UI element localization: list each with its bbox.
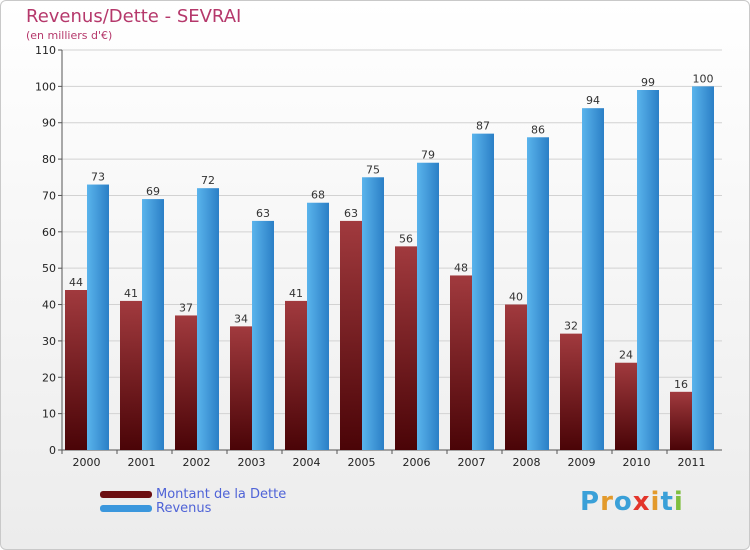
- y-tick-label: 110: [35, 44, 56, 57]
- legend-label-debt: Montant de la Dette: [156, 486, 287, 502]
- bar-debt: [65, 290, 87, 450]
- bar-revenue: [472, 133, 494, 451]
- bar-revenue: [87, 184, 109, 450]
- bar-revenue: [692, 86, 714, 450]
- y-tick-label: 90: [42, 117, 56, 130]
- bar-debt: [615, 362, 637, 450]
- x-tick-label: 2002: [183, 456, 211, 469]
- bar-debt: [560, 333, 582, 450]
- data-label-debt: 41: [289, 287, 303, 300]
- data-label-debt: 34: [234, 312, 248, 325]
- bars: [65, 86, 714, 451]
- logo-letter: o: [613, 487, 633, 517]
- x-tick-label: 2007: [458, 456, 486, 469]
- x-tick-label: 2008: [513, 456, 541, 469]
- x-tick-label: 2004: [293, 456, 321, 469]
- chart-title: Revenus/Dette - SEVRAI: [26, 6, 242, 27]
- bar-revenue: [307, 202, 329, 450]
- data-label-debt: 44: [69, 276, 83, 289]
- bar-debt: [450, 275, 472, 450]
- x-tick-label: 2006: [403, 456, 431, 469]
- y-tick-label: 20: [42, 371, 56, 384]
- labels: 0 10 20 30 40 50 60 70 80 90 100 110 44 73 2000 41 69 200…: [35, 44, 714, 469]
- data-label-revenue: 100: [693, 72, 714, 85]
- data-label-revenue: 63: [256, 207, 270, 220]
- bar-debt: [175, 315, 197, 450]
- logo-letter: i: [673, 487, 684, 517]
- bar-debt: [395, 246, 417, 450]
- bar-debt: [505, 304, 527, 450]
- data-label-revenue: 68: [311, 189, 325, 202]
- bar-debt: [120, 300, 142, 450]
- data-label-debt: 56: [399, 232, 413, 245]
- logo-letter: i: [650, 487, 661, 517]
- legend-swatch-debt: [100, 490, 152, 498]
- bar-revenue: [637, 90, 659, 450]
- data-label-revenue: 87: [476, 120, 490, 133]
- legend-label-revenue: Revenus: [156, 500, 212, 516]
- grid-lines: [58, 49, 722, 454]
- y-tick-label: 10: [42, 408, 56, 421]
- x-tick-label: 2001: [128, 456, 156, 469]
- data-label-debt: 48: [454, 261, 468, 274]
- y-tick-label: 30: [42, 335, 56, 348]
- y-tick-label: 70: [42, 189, 56, 202]
- y-tick-label: 40: [42, 299, 56, 312]
- y-tick-label: 80: [42, 153, 56, 166]
- data-label-revenue: 75: [366, 163, 380, 176]
- chart-subtitle: (en milliers d'€): [26, 29, 113, 42]
- x-tick-label: 2011: [678, 456, 706, 469]
- y-tick-label: 0: [49, 444, 56, 457]
- x-tick-label: 2009: [568, 456, 596, 469]
- bar-debt: [230, 326, 252, 450]
- bar-revenue: [142, 199, 164, 450]
- legend-item-debt: Montant de la Dette: [100, 486, 287, 502]
- data-label-revenue: 72: [201, 174, 215, 187]
- x-tick-label: 2003: [238, 456, 266, 469]
- legend-swatch-revenue: [100, 504, 152, 512]
- bar-revenue: [527, 137, 549, 451]
- data-label-revenue: 99: [641, 76, 655, 89]
- y-tick-label: 60: [42, 226, 56, 239]
- bar-debt: [670, 391, 692, 450]
- data-label-revenue: 79: [421, 149, 435, 162]
- data-label-revenue: 86: [531, 123, 545, 136]
- legend-item-revenue: Revenus: [100, 500, 212, 516]
- logo-letter: r: [600, 487, 614, 517]
- bar-debt: [340, 220, 362, 450]
- bar-revenue: [252, 220, 274, 450]
- bar-revenue: [582, 108, 604, 450]
- data-label-debt: 40: [509, 291, 523, 304]
- data-label-revenue: 94: [586, 94, 600, 107]
- bar-debt: [285, 300, 307, 450]
- y-tick-label: 50: [42, 262, 56, 275]
- proxiti-logo: Proxiti: [580, 487, 684, 517]
- x-tick-label: 2010: [623, 456, 651, 469]
- data-label-debt: 63: [344, 207, 358, 220]
- logo-letter: P: [580, 487, 601, 517]
- bar-revenue: [197, 188, 219, 450]
- x-tick-label: 2005: [348, 456, 376, 469]
- bar-revenue: [417, 162, 439, 450]
- data-label-debt: 37: [179, 301, 193, 314]
- data-label-debt: 24: [619, 349, 633, 362]
- x-tick-label: 2000: [73, 456, 101, 469]
- data-label-revenue: 69: [146, 185, 160, 198]
- logo-letter: t: [660, 487, 674, 517]
- y-tick-label: 100: [35, 80, 56, 93]
- data-label-debt: 41: [124, 287, 138, 300]
- logo-letter: x: [632, 487, 651, 517]
- bar-revenue: [362, 177, 384, 451]
- data-label-revenue: 73: [91, 171, 105, 184]
- data-label-debt: 32: [564, 320, 578, 333]
- data-label-debt: 16: [674, 378, 688, 391]
